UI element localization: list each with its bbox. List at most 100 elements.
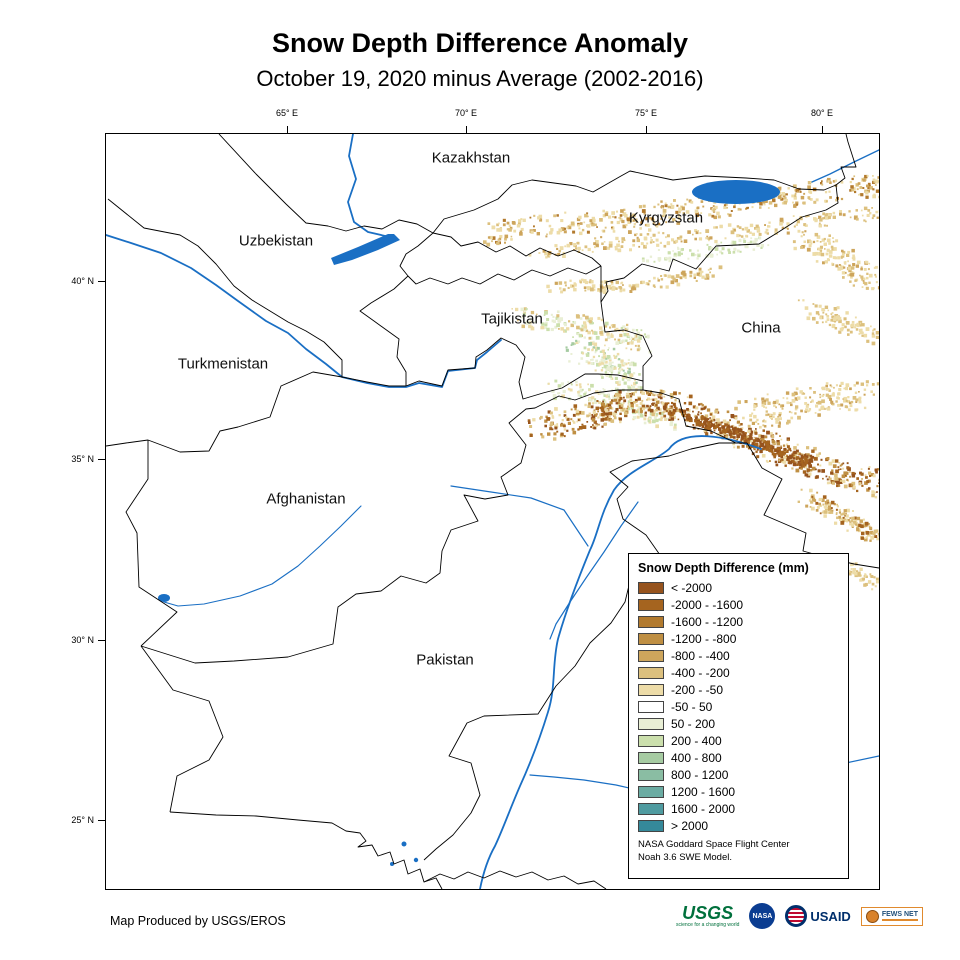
legend-swatch (638, 632, 664, 645)
lake-delta-3 (390, 862, 394, 866)
legend-item: -200 - -50 (638, 681, 839, 698)
border-kz-kg (432, 170, 837, 234)
lon-tick (287, 126, 288, 133)
legend-swatch (638, 717, 664, 730)
legend-swatch (638, 751, 664, 764)
legend-label: -400 - -200 (671, 665, 730, 680)
legend-swatch (638, 768, 664, 781)
legend-label: -800 - -400 (671, 648, 730, 663)
lon-tick (646, 126, 647, 133)
legend-item: -400 - -200 (638, 664, 839, 681)
legend-label: -200 - -50 (671, 682, 724, 697)
legend-swatch (638, 581, 664, 594)
legend-label: 800 - 1200 (671, 767, 729, 782)
lakes (158, 180, 780, 866)
legend-item: 1600 - 2000 (638, 800, 839, 817)
legend-item: 200 - 400 (638, 732, 839, 749)
legend-item: -1200 - -800 (638, 630, 839, 647)
nasa-logo: NASA (749, 903, 776, 929)
map-frame: Kazakhstan Kyrgyzstan Uzbekistan Tajikis… (105, 133, 880, 890)
legend-label: -2000 - -1600 (671, 597, 744, 612)
border-tm-uz (107, 198, 343, 377)
fewsnet-globe-icon (865, 909, 879, 923)
lat-tick (98, 640, 105, 641)
lon-label-80e: 80° E (810, 108, 834, 118)
legend-item: 50 - 200 (638, 715, 839, 732)
lon-tick (822, 126, 823, 133)
lon-label-75e: 75° E (634, 108, 658, 118)
border-tj-cn (600, 301, 653, 381)
legend-label: -1600 - -1200 (671, 614, 744, 629)
usaid-logo-text: USAID (810, 908, 851, 924)
border-tm-ir (106, 439, 149, 447)
usaid-emblem-icon (785, 905, 808, 927)
footer-logos: USGS science for a changing world NASA U… (676, 903, 923, 929)
legend-item: 1200 - 1600 (638, 783, 839, 800)
border-uz-tj (359, 275, 409, 386)
legend-swatch (638, 649, 664, 662)
legend-note: NASA Goddard Space Flight Center Noah 3.… (638, 839, 839, 865)
legend-item: > 2000 (638, 817, 839, 834)
river-indus (479, 435, 762, 889)
country-label-pakistan: Pakistan (416, 651, 474, 669)
lat-label-40n: 40° N (71, 276, 94, 286)
country-label-afghanistan: Afghanistan (266, 490, 346, 508)
river-ili (811, 149, 879, 183)
fewsnet-logo: FEWS NET (860, 906, 923, 926)
coastline (169, 811, 443, 889)
usgs-logo-tagline: science for a changing world (676, 922, 740, 928)
country-label-china: China (741, 319, 781, 337)
lon-label-65e: 65° E (275, 108, 299, 118)
border-kg-cn (600, 184, 839, 303)
usgs-logo-text: USGS (682, 903, 734, 923)
border-af-pk (140, 389, 643, 664)
border-pk-cn (642, 389, 747, 444)
border-fergana-south (447, 265, 602, 285)
country-borders (106, 134, 879, 889)
river-helmand (163, 505, 362, 607)
river-kabul (450, 485, 589, 547)
legend-label: 1200 - 1600 (671, 784, 736, 799)
usaid-logo: USAID (785, 905, 851, 927)
border-fergana-west (399, 232, 449, 285)
lat-label-25n: 25° N (71, 815, 94, 825)
border-kz-uz (218, 134, 434, 234)
legend-swatch (638, 734, 664, 747)
legend-title: Snow Depth Difference (mm) (638, 561, 809, 575)
legend-label: 50 - 200 (671, 716, 716, 731)
legend-label: < -2000 (671, 580, 713, 595)
snow-anomaly-raster (483, 174, 879, 591)
country-label-kyrgyzstan: Kyrgyzstan (628, 209, 704, 227)
map-subtitle: October 19, 2020 minus Average (2002-201… (256, 66, 704, 91)
border-kz-cn (835, 134, 857, 186)
country-label-tajikistan: Tajikistan (481, 310, 543, 328)
map-credit: Map Produced by USGS/EROS (110, 914, 286, 928)
map-canvas (106, 134, 879, 889)
legend-label: > 2000 (671, 818, 709, 833)
lake-issyk-kul (692, 180, 780, 204)
lake-delta-1 (401, 841, 407, 847)
lat-tick (98, 281, 105, 282)
legend-label: -1200 - -800 (671, 631, 737, 646)
legend-swatch (638, 666, 664, 679)
legend-label: 1600 - 2000 (671, 801, 736, 816)
map-title: Snow Depth Difference Anomaly (271, 28, 689, 58)
legend-swatch (638, 683, 664, 696)
border-fergana-north (432, 232, 602, 267)
legend-swatch (638, 819, 664, 832)
lake-hamun (158, 594, 170, 602)
legend-item: 400 - 800 (638, 749, 839, 766)
lake-aydar (331, 234, 400, 265)
lat-label-30n: 30° N (71, 635, 94, 645)
legend-item: -800 - -400 (638, 647, 839, 664)
border-tm-af (147, 371, 343, 453)
border-pk-in (423, 442, 747, 861)
map-legend: Snow Depth Difference (mm) < -2000 -2000 … (628, 553, 849, 879)
legend-item: -1600 - -1200 (638, 613, 839, 630)
border-ir-af (125, 440, 178, 647)
border-af-north (341, 337, 644, 400)
country-label-turkmenistan: Turkmenistan (177, 355, 269, 373)
legend-swatch (638, 802, 664, 815)
legend-note-line2: Noah 3.6 SWE Model. (638, 851, 732, 863)
legend-note-line1: NASA Goddard Space Flight Center (638, 839, 790, 850)
